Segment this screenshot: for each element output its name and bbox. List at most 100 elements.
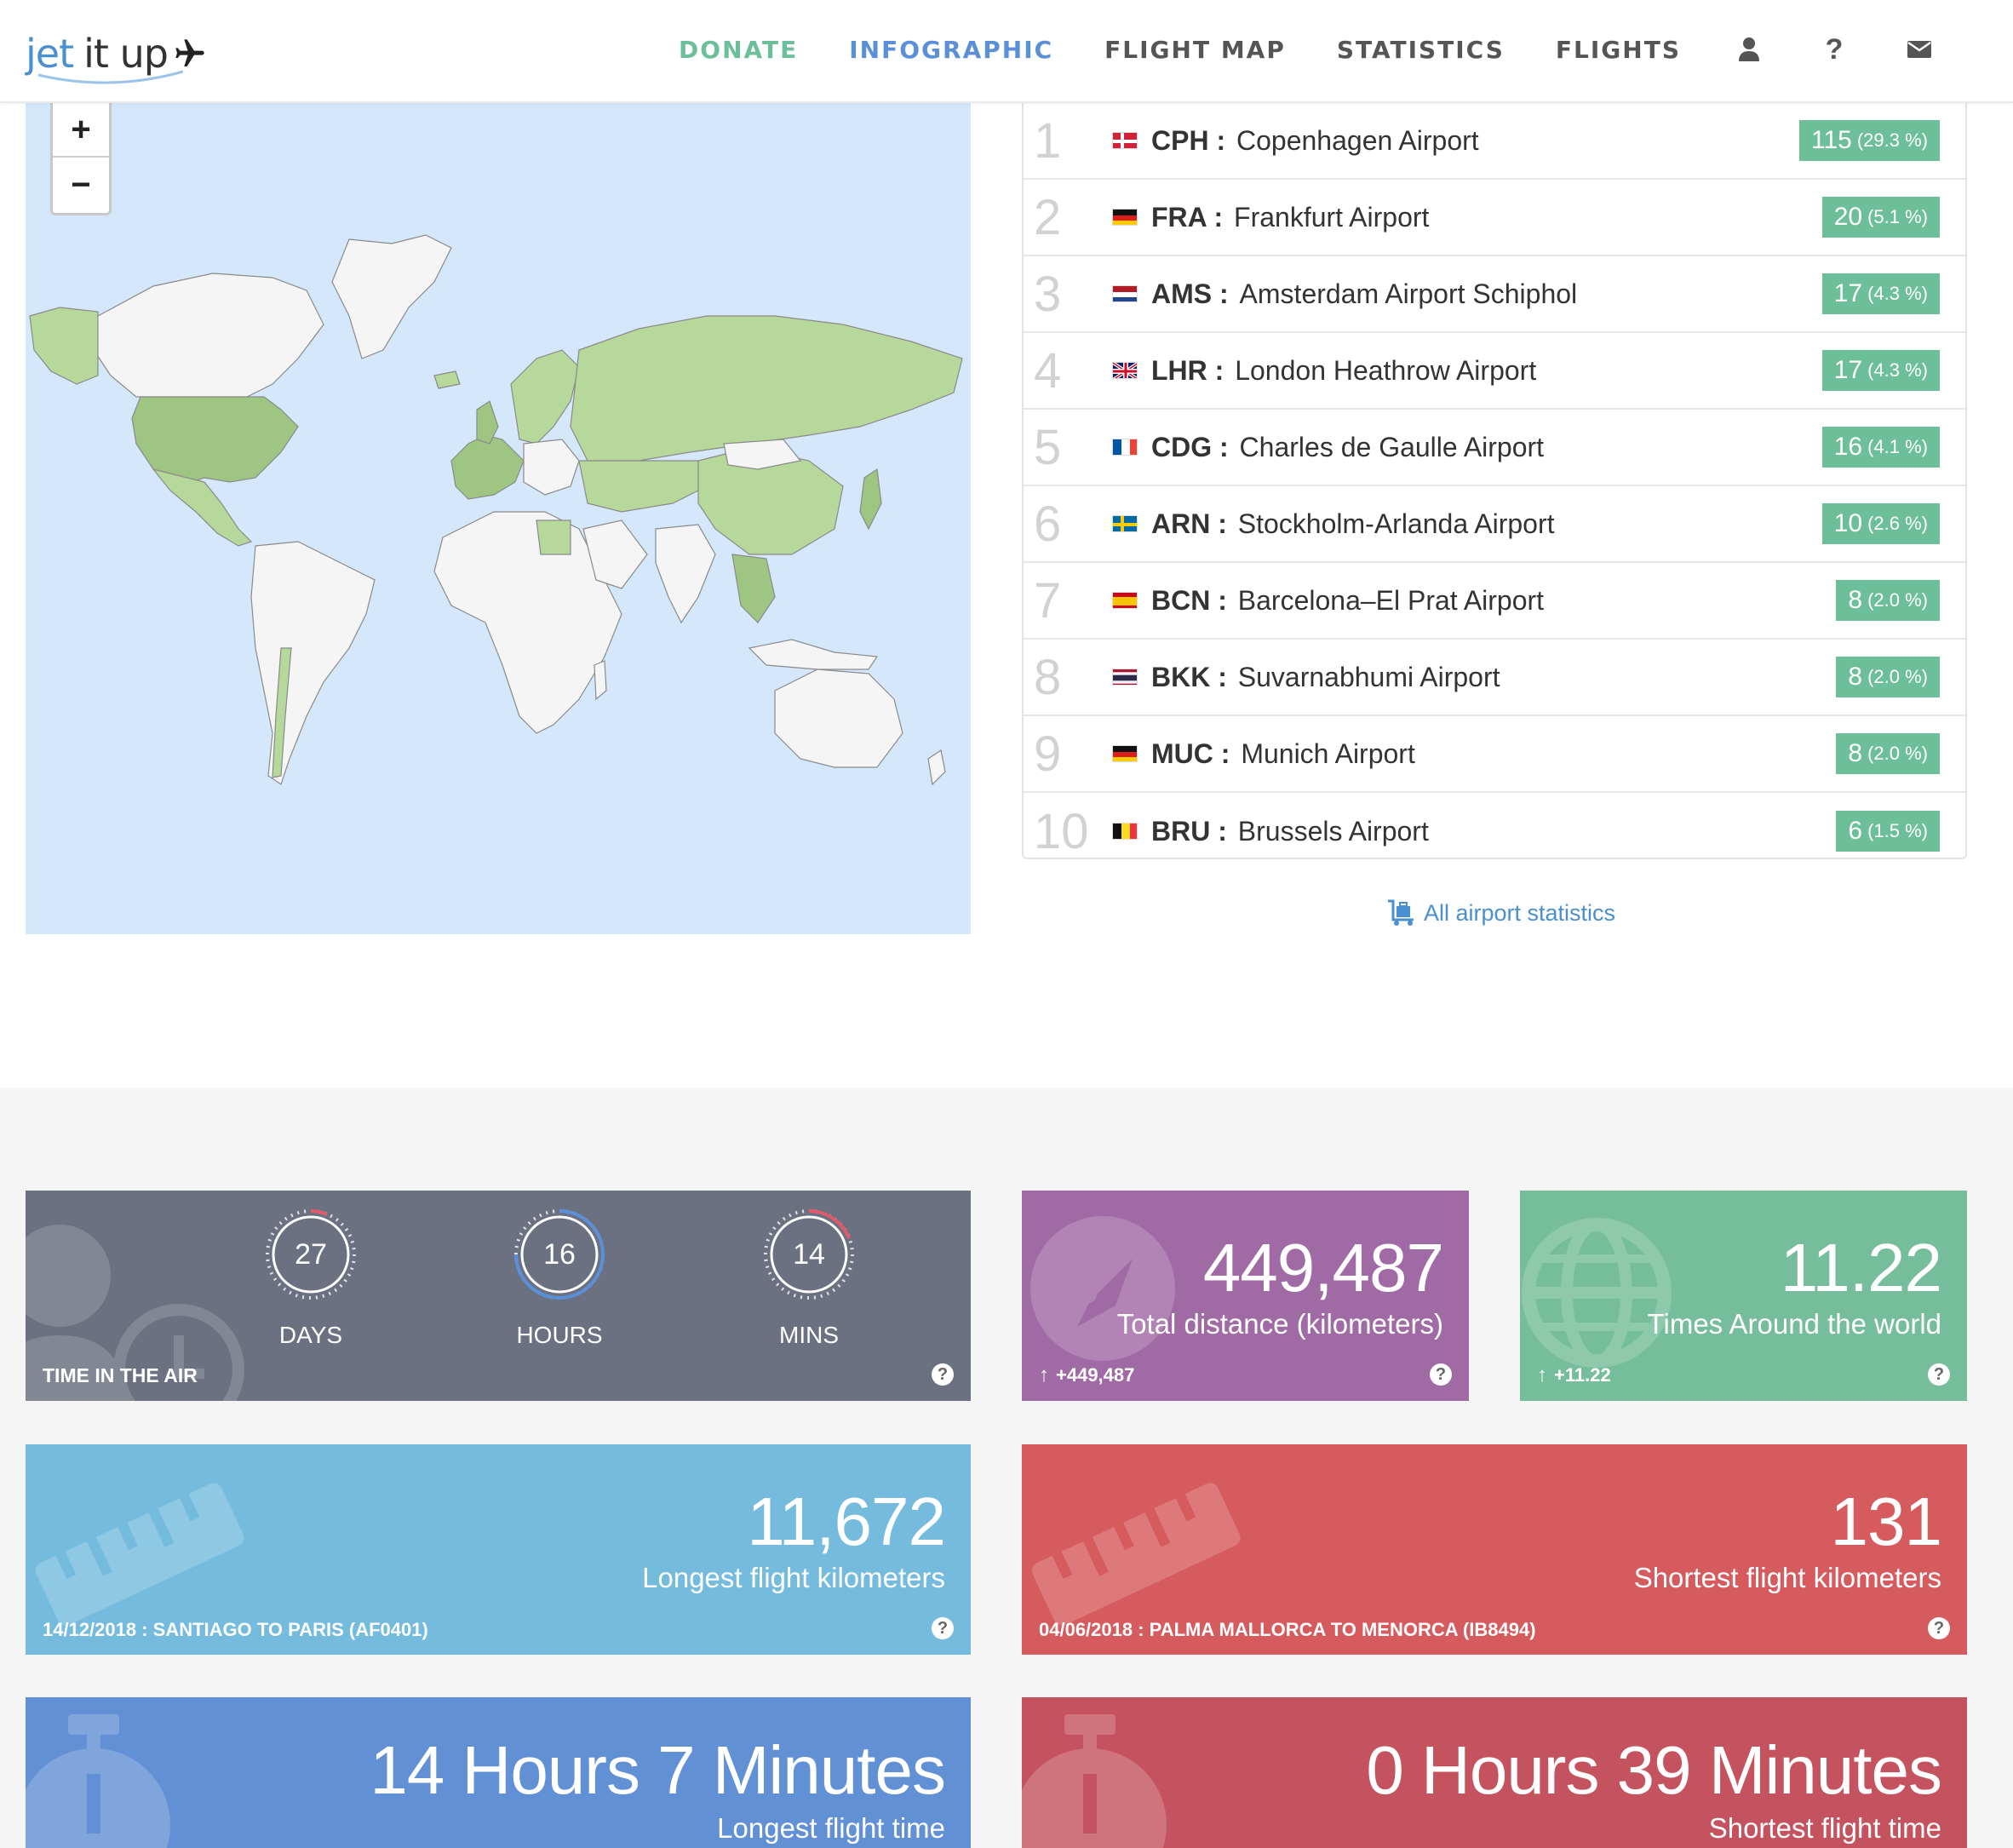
airport-code: MUC : Munich Airport [1151,737,1415,769]
world-map[interactable]: + − [26,103,971,934]
nav-statistics[interactable]: STATISTICS [1336,35,1505,64]
logo-jet-text: jet [26,31,74,77]
country-australia [774,669,903,768]
nav-flights[interactable]: FLIGHTS [1555,35,1681,64]
airport-name: London Heathrow Airport [1235,354,1537,386]
airport-row[interactable]: 8 BKK : Suvarnabhumi Airport 8 (2.0 %) [1024,640,1965,716]
shortest-flight-km-card: 131 Shortest flight kilometers 04/06/201… [1022,1444,1967,1655]
airport-rank: 4 [1034,342,1062,399]
total-distance-label: Total distance (kilometers) [1116,1308,1443,1340]
country-india [655,524,716,624]
hours-dial: 16 HOURS [507,1209,612,1349]
help-circle-icon[interactable]: ? [1430,1363,1452,1386]
longest-flight-km-label: Longest flight kilometers [642,1562,945,1593]
hours-value: 16 [543,1237,576,1271]
country-arabia [582,519,648,589]
airport-row[interactable]: 6 ARN : Stockholm-Arlanda Airport 10 (2.6… [1024,486,1965,563]
logo-swoosh [37,70,184,84]
nav-infographic[interactable]: INFOGRAPHIC [849,35,1054,64]
airport-rank: 5 [1034,419,1062,475]
site-logo[interactable]: jet it up [26,24,207,83]
country-se-asia [731,554,776,623]
help-circle-icon[interactable]: ? [932,1363,954,1386]
airport-row[interactable]: 2 FRA : Frankfurt Airport 20 (5.1 %) [1024,180,1965,256]
nav-flight-map[interactable]: FLIGHT MAP [1104,35,1286,64]
denmark-flag-icon [1112,132,1138,149]
airport-rank: 7 [1034,572,1062,628]
arrow-up-icon: ↑ [1537,1363,1547,1386]
airport-rank: 3 [1034,266,1062,322]
airport-code: BRU : Brussels Airport [1151,815,1429,847]
airport-code: BCN : Barcelona–El Prat Airport [1151,584,1545,616]
luggage-cart-icon [1388,899,1414,926]
zoom-control: + − [50,103,112,215]
longest-flight-detail[interactable]: 14/12/2018 : SANTIAGO TO PARIS (AF0401) [43,1619,428,1640]
zoom-in-button[interactable]: + [53,103,109,158]
user-clock-icon [26,1225,244,1401]
map-countries [29,234,963,786]
nav-donate[interactable]: DONATE [679,35,799,64]
envelope-icon[interactable] [1902,32,1936,66]
airport-code: LHR : London Heathrow Airport [1151,354,1537,386]
hours-label: HOURS [516,1322,603,1348]
shortest-flight-km-value: 131 [1830,1484,1942,1559]
days-label: DAYS [278,1322,343,1348]
longest-flight-km-value: 11,672 [747,1484,946,1559]
around-world-delta: ↑ +11.22 [1537,1363,1611,1386]
logo-itup-text: it up [83,31,169,77]
help-circle-icon[interactable]: ? [1928,1363,1950,1386]
airport-count-badge: 8 (2.0 %) [1836,580,1940,621]
country-central-asia [578,460,708,513]
total-distance-card: 449,487 Total distance (kilometers) ↑ +44… [1022,1191,1469,1401]
main-nav: DONATE INFOGRAPHIC FLIGHT MAP STATISTICS… [679,0,2013,99]
country-europe-west [450,434,525,500]
around-world-value: 11.22 [1780,1230,1942,1306]
shortest-flight-time-card: 0 Hours 39 Minutes Shortest flight time [1022,1697,1967,1848]
help-circle-icon[interactable]: ? [1928,1617,1950,1639]
germany-flag-icon [1112,745,1138,762]
airport-code: ARN : Stockholm-Arlanda Airport [1151,508,1555,539]
country-egypt [536,519,571,555]
shortest-flight-detail[interactable]: 04/06/2018 : PALMA MALLORCA TO MENORCA (… [1039,1619,1536,1640]
help-circle-icon[interactable]: ? [932,1617,954,1639]
airport-rank: 10 [1034,803,1089,859]
help-icon[interactable]: ? [1825,32,1844,66]
airport-rank: 9 [1034,726,1062,782]
airport-row[interactable]: 5 CDG : Charles de Gaulle Airport 16 (4.1… [1024,410,1965,486]
airport-name: Suvarnabhumi Airport [1237,661,1500,692]
shortest-flight-time-value: 0 Hours 39 Minutes [1366,1732,1942,1808]
airport-row[interactable]: 1 CPH : Copenhagen Airport 115 (29.3 %) [1024,103,1965,180]
airport-count-badge: 17 (4.3 %) [1821,273,1940,314]
airport-row[interactable]: 7 BCN : Barcelona–El Prat Airport 8 (2.0 … [1024,563,1965,640]
airport-name: Stockholm-Arlanda Airport [1237,508,1555,539]
belgium-flag-icon [1112,823,1138,840]
airport-row[interactable]: 3 AMS : Amsterdam Airport Schiphol 17 (4.… [1024,256,1965,333]
airport-count-badge: 6 (1.5 %) [1836,811,1940,852]
days-dial: 27 DAYS [258,1209,364,1349]
mins-label: MINS [779,1322,839,1348]
all-airport-statistics-link[interactable]: All airport statistics [1386,899,1615,927]
airport-count-badge: 8 (2.0 %) [1836,657,1940,697]
airport-row[interactable]: 10 BRU : Brussels Airport 6 (1.5 %) [1024,793,1965,869]
airport-rank: 1 [1034,112,1062,169]
ruler-icon [35,1483,244,1626]
user-icon[interactable] [1732,32,1766,66]
country-europe-east [523,439,580,496]
uk-flag-icon [1112,362,1138,379]
country-canada [93,273,324,398]
airplane-icon [175,39,204,66]
airport-row[interactable]: 4 LHR : London Heathrow Airport 17 (4.3 %… [1024,333,1965,410]
country-madagascar [594,660,607,701]
zoom-out-button[interactable]: − [71,165,91,204]
airport-rank: 2 [1034,189,1062,245]
shortest-flight-km-label: Shortest flight kilometers [1633,1562,1941,1593]
airport-row[interactable]: 9 MUC : Munich Airport 8 (2.0 %) [1024,716,1965,793]
arrow-up-icon: ↑ [1039,1363,1049,1386]
longest-flight-time-label: Longest flight time [717,1812,945,1844]
spain-flag-icon [1112,592,1138,609]
airport-code: CPH : Copenhagen Airport [1151,124,1479,156]
country-scandinavia [510,349,580,445]
country-new-zealand [927,749,946,786]
around-world-label: Times Around the world [1647,1308,1941,1340]
time-in-air-label: TIME IN THE AIR [43,1364,198,1386]
